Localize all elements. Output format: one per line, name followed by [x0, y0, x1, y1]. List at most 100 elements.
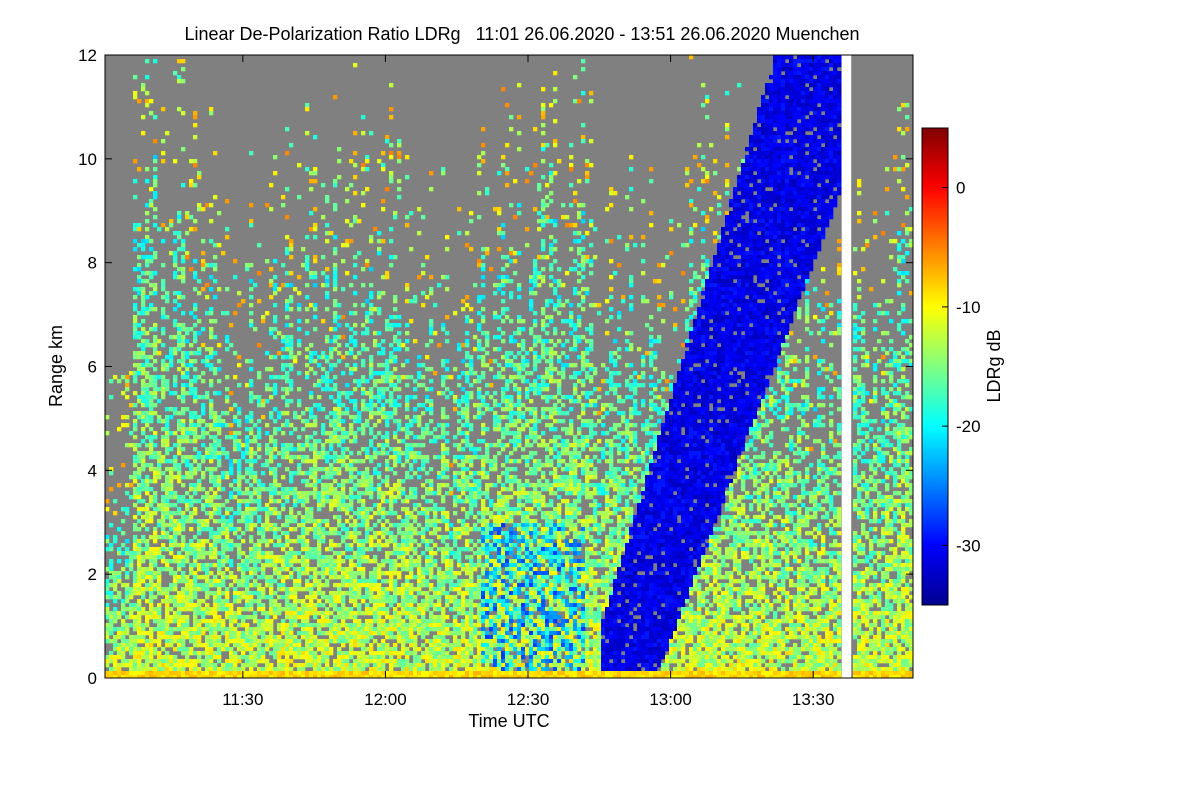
heatmap-cell — [349, 487, 354, 492]
heatmap-cell — [149, 499, 154, 504]
heatmap-cell — [117, 527, 122, 532]
heatmap-cell — [389, 255, 394, 260]
heatmap-cell — [141, 239, 146, 244]
heatmap-cell — [273, 419, 278, 424]
heatmap-cell — [145, 239, 150, 244]
heatmap-cell — [157, 671, 162, 676]
heatmap-cell — [181, 439, 186, 444]
heatmap-cell — [161, 547, 166, 552]
heatmap-cell — [337, 435, 342, 440]
heatmap-cell — [173, 319, 178, 324]
heatmap-cell — [205, 655, 210, 660]
heatmap-cell — [193, 483, 198, 488]
heatmap-cell — [225, 603, 230, 608]
heatmap-cell — [177, 543, 182, 548]
heatmap-cell — [225, 635, 230, 640]
heatmap-cell — [189, 431, 194, 436]
heatmap-cell — [429, 323, 434, 328]
heatmap-cell — [205, 451, 210, 456]
heatmap-cell — [369, 395, 374, 400]
heatmap-cell — [149, 363, 154, 368]
heatmap-cell — [377, 543, 382, 548]
heatmap-cell — [353, 439, 358, 444]
heatmap-cell — [369, 627, 374, 632]
heatmap-cell — [425, 295, 430, 300]
heatmap-cell — [161, 315, 166, 320]
heatmap-cell — [321, 595, 326, 600]
heatmap-cell — [173, 443, 178, 448]
heatmap-cell — [281, 671, 286, 676]
heatmap-cell — [209, 611, 214, 616]
heatmap-cell — [193, 287, 198, 292]
heatmap-cell — [361, 423, 366, 428]
heatmap-cell — [369, 431, 374, 436]
heatmap-cell — [193, 631, 198, 636]
heatmap-cell — [225, 507, 230, 512]
heatmap-cell — [353, 639, 358, 644]
heatmap-cell — [121, 631, 126, 636]
heatmap-cell — [337, 359, 342, 364]
heatmap-cell — [329, 471, 334, 476]
heatmap-cell — [149, 667, 154, 672]
heatmap-cell — [113, 671, 118, 676]
heatmap-cell — [153, 671, 158, 676]
heatmap-cell — [273, 467, 278, 472]
heatmap-cell — [165, 487, 170, 492]
heatmap-cell — [273, 287, 278, 292]
heatmap-cell — [189, 663, 194, 668]
heatmap-cell — [325, 611, 330, 616]
heatmap-cell — [233, 667, 238, 672]
heatmap-cell — [413, 587, 418, 592]
heatmap-cell — [369, 651, 374, 656]
heatmap-cell — [149, 415, 154, 420]
heatmap-cell — [197, 463, 202, 468]
heatmap-cell — [289, 639, 294, 644]
heatmap-cell — [189, 455, 194, 460]
heatmap-cell — [345, 363, 350, 368]
heatmap-cell — [429, 507, 434, 512]
heatmap-cell — [349, 503, 354, 508]
heatmap-cell — [393, 431, 398, 436]
heatmap-cell — [345, 467, 350, 472]
heatmap-cell — [433, 371, 438, 376]
heatmap-cell — [213, 607, 218, 612]
heatmap-cell — [417, 611, 422, 616]
heatmap-cell — [353, 667, 358, 672]
heatmap-cell — [149, 427, 154, 432]
heatmap-cell — [305, 631, 310, 636]
heatmap-cell — [325, 355, 330, 360]
heatmap-cell — [117, 591, 122, 596]
heatmap-cell — [229, 671, 234, 676]
heatmap-cell — [357, 627, 362, 632]
heatmap-cell — [165, 639, 170, 644]
heatmap-cell — [277, 595, 282, 600]
heatmap-cell — [181, 643, 186, 648]
heatmap-cell — [441, 643, 446, 648]
heatmap-cell — [365, 511, 370, 516]
heatmap-cell — [409, 603, 414, 608]
heatmap-cell — [405, 299, 410, 304]
heatmap-cell — [205, 495, 210, 500]
heatmap-cell — [417, 607, 422, 612]
heatmap-cell — [421, 631, 426, 636]
heatmap-cell — [333, 635, 338, 640]
heatmap-cell — [405, 359, 410, 364]
heatmap-cell — [445, 475, 450, 480]
heatmap-cell — [357, 583, 362, 588]
heatmap-cell — [333, 263, 338, 268]
heatmap-cell — [125, 643, 130, 648]
heatmap-cell — [377, 587, 382, 592]
heatmap-cell — [245, 359, 250, 364]
heatmap-cell — [417, 475, 422, 480]
heatmap-cell — [145, 671, 150, 676]
heatmap-cell — [389, 615, 394, 620]
heatmap-cell — [237, 659, 242, 664]
heatmap-cell — [369, 479, 374, 484]
heatmap-cell — [245, 639, 250, 644]
heatmap-cell — [369, 591, 374, 596]
heatmap-cell — [333, 251, 338, 256]
heatmap-cell — [277, 543, 282, 548]
heatmap-cell — [129, 551, 134, 556]
heatmap-cell — [369, 619, 374, 624]
heatmap-cell — [325, 371, 330, 376]
